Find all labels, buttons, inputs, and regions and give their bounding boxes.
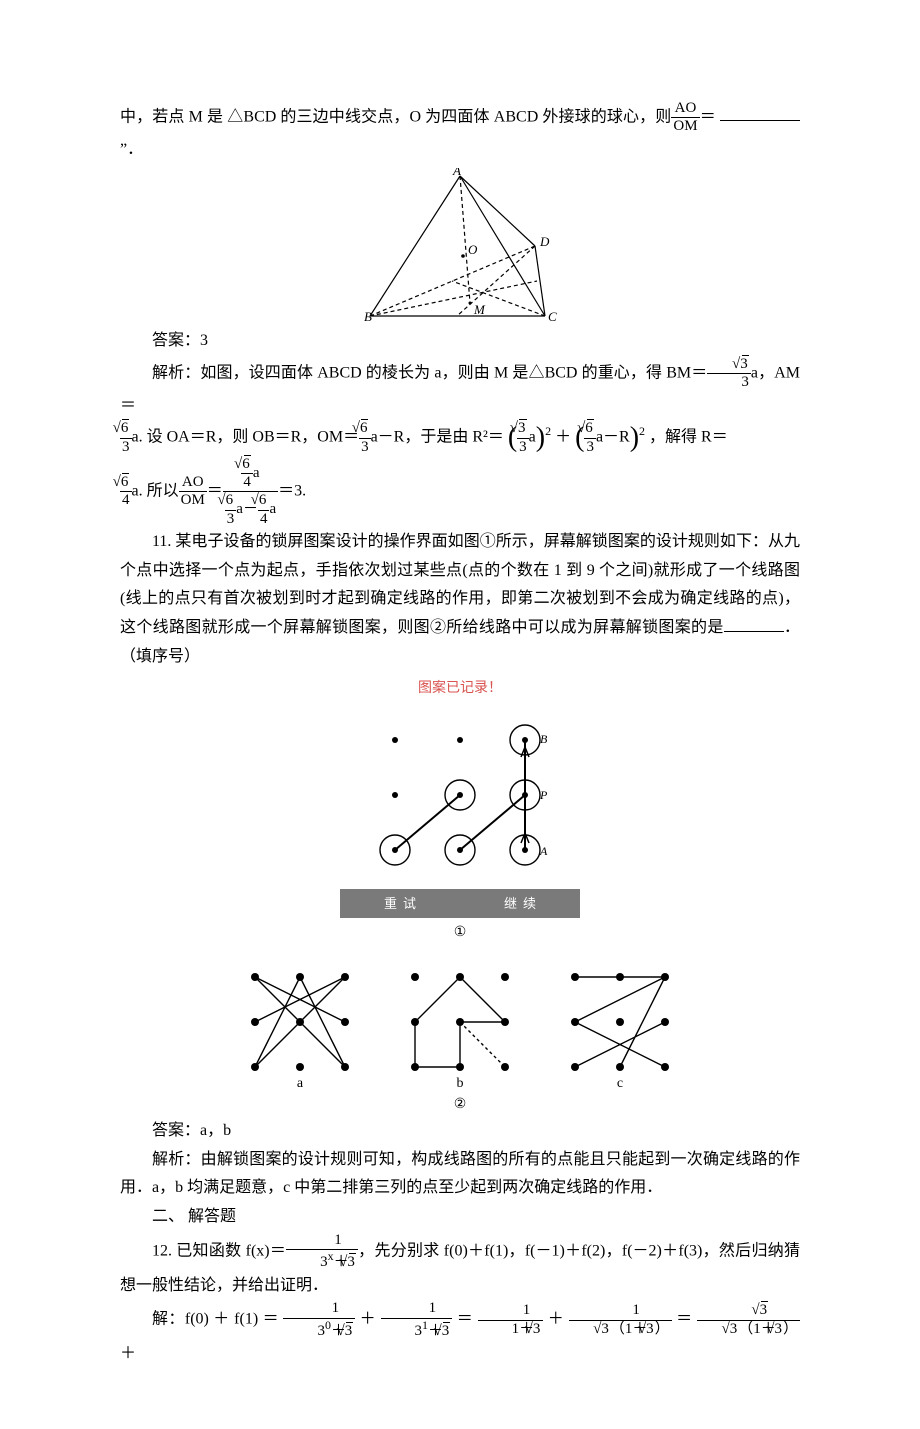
svg-text:B: B	[540, 732, 548, 746]
continue-button: 继续	[460, 889, 580, 918]
retry-button: 重试	[340, 889, 460, 918]
svg-text:B: B	[364, 309, 372, 323]
p11-answer: 答案：a，b	[120, 1117, 800, 1146]
p12-stem: 12. 已知函数 f(x)＝ 1 3x＋3 ，先分别求 f(0)＋f(1)，f(…	[120, 1232, 800, 1300]
sub-patterns: a b	[120, 952, 800, 1092]
phone-button-bar: 重试 继续	[340, 889, 580, 918]
phone-recorded-text: 图案已记录！	[120, 676, 800, 701]
svg-text:A: A	[539, 844, 548, 858]
svg-text:O: O	[468, 242, 478, 257]
svg-text:D: D	[539, 234, 550, 249]
svg-text:M: M	[473, 302, 486, 317]
section-2-heading: 二、 解答题	[120, 1203, 800, 1232]
p10-answer: 答案：3	[120, 327, 800, 356]
sub-label-2: ②	[120, 1092, 800, 1117]
phone-pattern-figure: B P A	[340, 705, 580, 885]
pattern-a: a	[225, 952, 375, 1092]
svg-text:A: A	[452, 168, 461, 178]
pattern-c: c	[545, 952, 695, 1092]
p10-explain-2: 63a. 设 OA＝R，则 OB＝R，OM＝63a－R，于是由 R²＝ (33a…	[120, 420, 800, 456]
svg-text:a: a	[297, 1076, 304, 1091]
p10-stem: 中，若点 M 是 △BCD 的三边中线交点，O 为四面体 ABCD 外接球的球心…	[120, 100, 800, 164]
pattern-b: b	[385, 952, 535, 1092]
p10-explain-3: 64a. 所以AOOM＝ 64a 63a－64a ＝3.	[120, 456, 800, 528]
p12-solution: 解：f(0) ＋ f(1) ＝ 130＋3 ＋ 131＋3 ＝ 11＋3 ＋ 1…	[120, 1300, 800, 1368]
phone-label-1: ①	[120, 920, 800, 945]
svg-text:P: P	[539, 788, 548, 802]
p11-explain: 解析：由解锁图案的设计规则可知，构成线路图的所有的点能且只能起到一次确定线路的作…	[120, 1146, 800, 1204]
p11-stem: 11. 某电子设备的锁屏图案设计的操作界面如图①所示，屏幕解锁图案的设计规则如下…	[120, 528, 800, 672]
p10-explain-1: 解析：如图，设四面体 ABCD 的棱长为 a，则由 M 是△BCD 的重心，得 …	[120, 356, 800, 420]
svg-text:b: b	[457, 1076, 464, 1091]
svg-text:c: c	[617, 1076, 623, 1091]
svg-text:C: C	[548, 309, 557, 323]
tetrahedron-figure: A B C D M O	[350, 168, 570, 323]
